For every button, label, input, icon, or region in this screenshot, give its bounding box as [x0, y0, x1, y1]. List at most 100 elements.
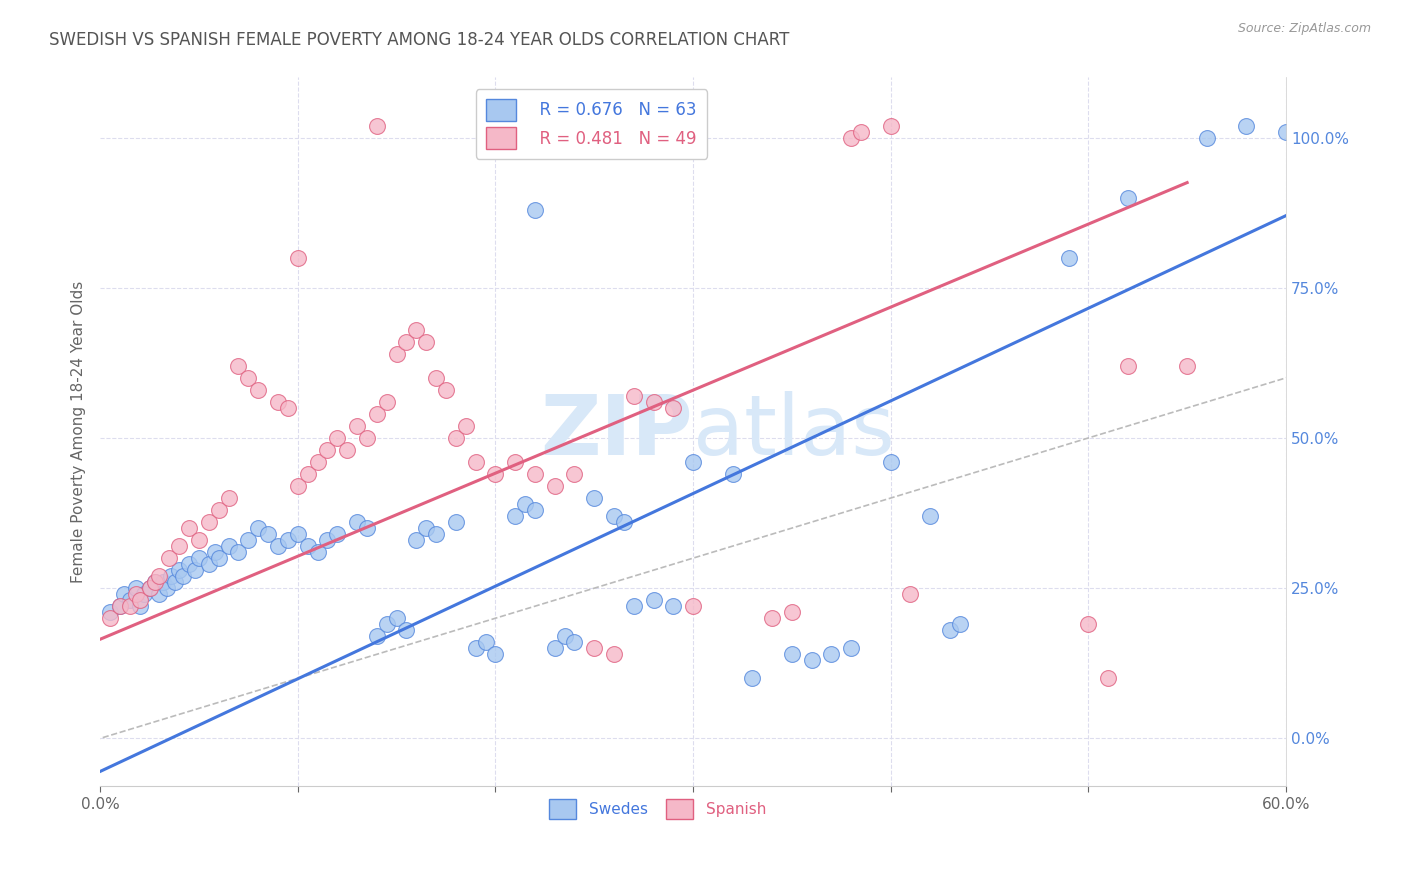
Point — [623, 599, 645, 614]
Point — [138, 581, 160, 595]
Point — [287, 527, 309, 541]
Point — [484, 647, 506, 661]
Point — [277, 533, 299, 548]
Point — [118, 593, 141, 607]
Text: atlas: atlas — [693, 392, 894, 473]
Point — [395, 624, 418, 638]
Point — [564, 635, 586, 649]
Point — [434, 383, 457, 397]
Point — [385, 611, 408, 625]
Point — [198, 515, 221, 529]
Point — [167, 539, 190, 553]
Point — [761, 611, 783, 625]
Point — [326, 527, 349, 541]
Point — [523, 202, 546, 217]
Point — [297, 539, 319, 553]
Point — [474, 635, 496, 649]
Point — [316, 442, 339, 457]
Point — [523, 467, 546, 481]
Point — [425, 371, 447, 385]
Point — [564, 467, 586, 481]
Point — [172, 569, 194, 583]
Point — [267, 539, 290, 553]
Point — [167, 563, 190, 577]
Point — [128, 599, 150, 614]
Point — [682, 455, 704, 469]
Point — [238, 371, 260, 385]
Point — [98, 605, 121, 619]
Point — [1175, 359, 1198, 373]
Point — [148, 587, 170, 601]
Point — [177, 521, 200, 535]
Point — [247, 383, 270, 397]
Point — [145, 575, 167, 590]
Point — [780, 647, 803, 661]
Point — [603, 647, 626, 661]
Point — [218, 539, 240, 553]
Point — [741, 671, 763, 685]
Point — [125, 581, 148, 595]
Point — [287, 479, 309, 493]
Point — [366, 407, 388, 421]
Point — [415, 334, 437, 349]
Point — [218, 491, 240, 505]
Point — [444, 431, 467, 445]
Point — [1077, 617, 1099, 632]
Point — [208, 503, 231, 517]
Point — [900, 587, 922, 601]
Point — [228, 359, 250, 373]
Point — [879, 455, 901, 469]
Point — [125, 587, 148, 601]
Point — [1116, 359, 1139, 373]
Point — [454, 419, 477, 434]
Point — [643, 395, 665, 409]
Point — [160, 569, 183, 583]
Point — [356, 431, 378, 445]
Point — [287, 251, 309, 265]
Point — [839, 130, 862, 145]
Point — [1195, 130, 1218, 145]
Point — [1097, 671, 1119, 685]
Point — [513, 497, 536, 511]
Point — [839, 641, 862, 656]
Point — [257, 527, 280, 541]
Point — [152, 575, 174, 590]
Point — [366, 629, 388, 643]
Point — [464, 455, 486, 469]
Point — [1354, 124, 1376, 138]
Point — [326, 431, 349, 445]
Point — [405, 323, 427, 337]
Point — [395, 334, 418, 349]
Text: Source: ZipAtlas.com: Source: ZipAtlas.com — [1237, 22, 1371, 36]
Point — [1275, 124, 1298, 138]
Point — [187, 551, 209, 566]
Point — [1315, 119, 1337, 133]
Point — [464, 641, 486, 656]
Point — [277, 401, 299, 415]
Point — [156, 581, 179, 595]
Legend: Swedes, Spanish: Swedes, Spanish — [543, 793, 772, 825]
Point — [148, 569, 170, 583]
Point — [307, 455, 329, 469]
Point — [523, 503, 546, 517]
Point — [165, 575, 187, 590]
Point — [228, 545, 250, 559]
Point — [375, 617, 398, 632]
Point — [662, 599, 685, 614]
Point — [820, 647, 842, 661]
Point — [157, 551, 180, 566]
Point — [544, 641, 567, 656]
Point — [583, 491, 606, 505]
Point — [780, 605, 803, 619]
Point — [583, 641, 606, 656]
Point — [108, 599, 131, 614]
Point — [138, 581, 160, 595]
Point — [879, 119, 901, 133]
Point — [1116, 191, 1139, 205]
Point — [415, 521, 437, 535]
Point — [682, 599, 704, 614]
Point — [425, 527, 447, 541]
Point — [128, 593, 150, 607]
Point — [1236, 119, 1258, 133]
Point — [316, 533, 339, 548]
